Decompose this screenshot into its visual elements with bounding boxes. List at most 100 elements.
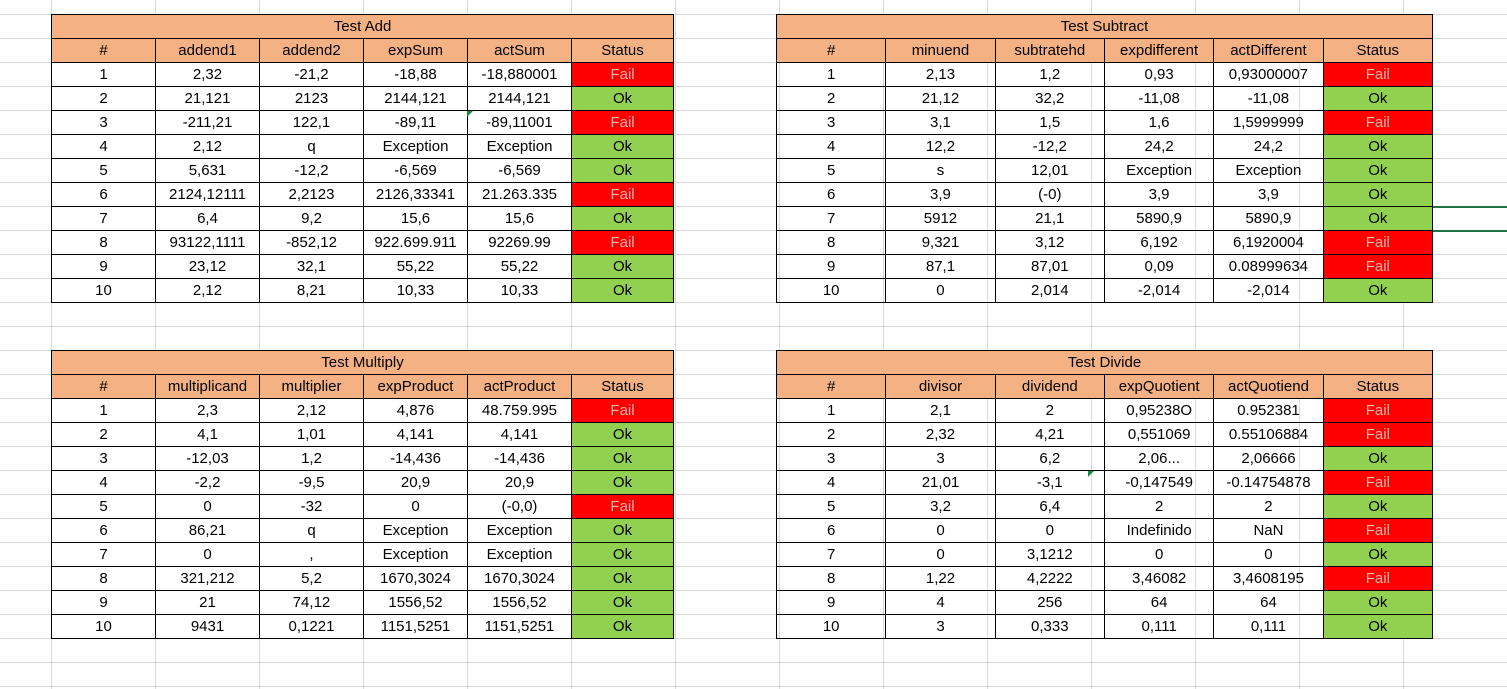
table-cell[interactable]: -12,2: [259, 158, 364, 183]
column-header[interactable]: actSum: [467, 38, 572, 63]
table-cell[interactable]: 4: [885, 590, 996, 615]
table-cell[interactable]: 2: [1103, 494, 1215, 519]
status-cell[interactable]: Ok: [1322, 278, 1434, 303]
status-cell[interactable]: Fail: [1322, 422, 1434, 447]
table-cell[interactable]: Exception: [467, 518, 572, 543]
table-cell[interactable]: 3,9: [1213, 182, 1324, 207]
table-cell[interactable]: 0: [885, 542, 996, 567]
status-cell[interactable]: Ok: [570, 278, 675, 303]
table-cell[interactable]: -852,12: [259, 230, 364, 255]
table-cell[interactable]: Indefinido: [1103, 518, 1215, 543]
table-cell[interactable]: 87,1: [885, 254, 996, 279]
table-cell[interactable]: 3,12: [994, 230, 1105, 255]
table-cell[interactable]: -6,569: [467, 158, 572, 183]
table-cell[interactable]: 64: [1103, 590, 1215, 615]
table-cell[interactable]: 0,333: [994, 614, 1105, 639]
table-cell[interactable]: 3,4608195: [1213, 566, 1324, 591]
column-header[interactable]: Status: [571, 374, 674, 399]
table-cell[interactable]: 9,321: [885, 230, 996, 255]
column-header[interactable]: divisor: [885, 374, 996, 399]
table-cell[interactable]: 256: [994, 590, 1105, 615]
table-cell[interactable]: 4,21: [994, 422, 1105, 447]
table-cell[interactable]: -6,569: [363, 158, 468, 183]
table-cell[interactable]: 55,22: [363, 254, 468, 279]
table-cell[interactable]: 48.759.995: [467, 398, 572, 423]
table-title[interactable]: Test Add: [50, 14, 675, 39]
table-cell[interactable]: 1,2: [994, 62, 1105, 87]
table-cell[interactable]: -2,014: [1213, 278, 1324, 303]
table-cell[interactable]: 2: [51, 422, 156, 447]
table-cell[interactable]: 0: [994, 518, 1105, 543]
status-cell[interactable]: Ok: [571, 446, 674, 471]
table-cell[interactable]: 1,2: [259, 446, 364, 471]
table-cell[interactable]: 1: [51, 398, 156, 423]
table-cell[interactable]: 24,2: [1213, 134, 1324, 159]
table-cell[interactable]: 6: [51, 518, 156, 543]
table-cell[interactable]: -18,88: [363, 62, 468, 87]
table-cell[interactable]: -9,5: [259, 470, 364, 495]
table-cell[interactable]: 15,6: [467, 206, 572, 231]
table-cell[interactable]: 4: [51, 134, 156, 159]
table-cell[interactable]: 1556,52: [467, 590, 572, 615]
column-header[interactable]: expSum: [363, 38, 468, 63]
table-cell[interactable]: 86,21: [155, 518, 260, 543]
table-cell[interactable]: 1,01: [259, 422, 364, 447]
table-cell[interactable]: 6,1920004: [1213, 230, 1324, 255]
table-cell[interactable]: 3,1: [885, 110, 996, 135]
table-cell[interactable]: 0: [155, 494, 260, 519]
table-cell[interactable]: 7: [51, 206, 156, 231]
column-header[interactable]: actProduct: [467, 374, 572, 399]
table-cell[interactable]: -14,436: [363, 446, 468, 471]
status-cell[interactable]: Fail: [570, 62, 675, 87]
table-cell[interactable]: -89,11: [363, 110, 468, 135]
status-cell[interactable]: Fail: [1322, 470, 1434, 495]
table-cell[interactable]: 21: [155, 590, 260, 615]
table-cell[interactable]: -18,880001: [467, 62, 572, 87]
table-cell[interactable]: 9,2: [259, 206, 364, 231]
table-cell[interactable]: 74,12: [259, 590, 364, 615]
table-cell[interactable]: 21,01: [885, 470, 996, 495]
table-cell[interactable]: -211,21: [155, 110, 260, 135]
table-title[interactable]: Test Multiply: [51, 350, 674, 375]
table-cell[interactable]: 3: [885, 614, 996, 639]
status-cell[interactable]: Fail: [571, 398, 674, 423]
table-cell[interactable]: 0,1221: [259, 614, 364, 639]
table-cell[interactable]: 0,09: [1103, 254, 1215, 279]
column-header[interactable]: actQuotiend: [1213, 374, 1324, 399]
table-cell[interactable]: 6: [775, 182, 887, 207]
table-cell[interactable]: 0,93: [1103, 62, 1215, 87]
table-cell[interactable]: -3,1: [994, 470, 1105, 495]
table-cell[interactable]: -0,147549: [1103, 470, 1215, 495]
status-cell[interactable]: Fail: [1322, 230, 1434, 255]
table-cell[interactable]: 122,1: [259, 110, 364, 135]
table-cell[interactable]: 2126,33341: [363, 182, 468, 207]
status-cell[interactable]: Fail: [570, 230, 675, 255]
table-cell[interactable]: 9: [51, 254, 156, 279]
status-cell[interactable]: Ok: [570, 134, 675, 159]
table-cell[interactable]: (-0,0): [467, 494, 572, 519]
status-cell[interactable]: Fail: [571, 494, 674, 519]
table-cell[interactable]: 3: [51, 446, 156, 471]
table-cell[interactable]: 1,5: [994, 110, 1105, 135]
table-cell[interactable]: 0: [363, 494, 468, 519]
table-cell[interactable]: 922.699.911: [363, 230, 468, 255]
table-cell[interactable]: 2: [994, 398, 1105, 423]
table-cell[interactable]: 2: [775, 422, 887, 447]
table-cell[interactable]: 20,9: [363, 470, 468, 495]
status-cell[interactable]: Ok: [1322, 446, 1434, 471]
table-cell[interactable]: 1: [51, 62, 156, 87]
status-cell[interactable]: Ok: [1322, 494, 1434, 519]
table-cell[interactable]: 1151,5251: [467, 614, 572, 639]
column-header[interactable]: expdifferent: [1103, 38, 1215, 63]
table-cell[interactable]: 8: [775, 566, 887, 591]
status-cell[interactable]: Fail: [570, 182, 675, 207]
table-cell[interactable]: -11,08: [1213, 86, 1324, 111]
status-cell[interactable]: Ok: [570, 86, 675, 111]
table-cell[interactable]: 2144,121: [363, 86, 468, 111]
column-header[interactable]: Status: [1322, 38, 1434, 63]
status-cell[interactable]: Ok: [570, 206, 675, 231]
table-cell[interactable]: Exception: [363, 542, 468, 567]
table-cell[interactable]: 12,01: [994, 158, 1105, 183]
table-cell[interactable]: 3,46082: [1103, 566, 1215, 591]
column-header[interactable]: #: [775, 38, 887, 63]
